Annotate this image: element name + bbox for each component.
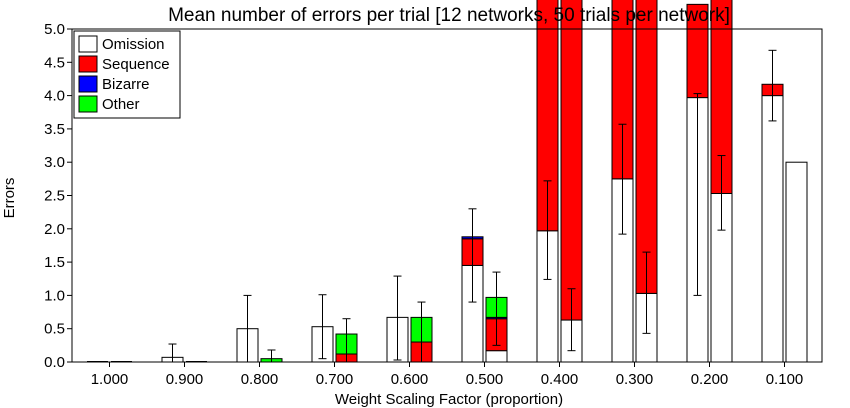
x-tick-label-0.200: 0.200 [691, 371, 729, 388]
y-tick-label-0.5: 0.5 [44, 321, 65, 338]
legend: Omission Sequence Bizarre Other [73, 30, 181, 119]
y-tick-label-5.0: 5.0 [44, 21, 65, 38]
error-bar-right-0.300 [642, 251, 651, 334]
bar-segment-omission-right-0.100 [785, 161, 808, 363]
legend-swatch-sequence [78, 55, 98, 73]
bar-segment-sequence-right-0.300 [635, 0, 658, 294]
y-tick-label-1.5: 1.5 [44, 254, 65, 271]
error-bar-left-0.100 [768, 49, 777, 122]
legend-label-omission: Omission [102, 36, 165, 53]
error-bar-left-0.500 [468, 208, 477, 303]
error-bar-right-0.700 [342, 318, 351, 363]
legend-swatch-omission [78, 35, 98, 53]
x-axis: 1.000 0.900 0.800 0.700 0.600 0.500 0.400 0.300… [91, 362, 804, 388]
bars-layer [87, 0, 808, 363]
error-bar-right-0.200 [717, 155, 726, 231]
legend-label-sequence: Sequence [102, 56, 170, 73]
x-tick-label-0.600: 0.600 [391, 371, 429, 388]
legend-label-other: Other [102, 96, 140, 113]
chart-title: Mean number of errors per trial [12 netw… [168, 5, 730, 26]
bar-segment-omission-left-0.100 [761, 95, 784, 363]
y-axis: 0.0 0.5 1.0 1.5 2.0 2.5 3.0 3.5 4.0 4.5 5.0 [44, 21, 72, 371]
y-tick-label-2.0: 2.0 [44, 221, 65, 238]
x-tick-label-0.900: 0.900 [166, 371, 204, 388]
error-bar-left-0.200 [693, 93, 702, 296]
error-bar-right-0.400 [567, 288, 576, 352]
error-bar-right-0.600 [417, 301, 426, 363]
x-tick-label-0.300: 0.300 [616, 371, 654, 388]
error-bar-left-0.700 [318, 294, 327, 360]
error-bar-left-0.600 [393, 275, 402, 361]
y-axis-label: Errors [1, 178, 18, 219]
error-bar-left-0.400 [543, 180, 552, 280]
plot-frame [71, 28, 823, 363]
y-tick-label-1.0: 1.0 [44, 287, 65, 304]
legend-swatch-bizarre [78, 75, 98, 93]
x-tick-label-0.100: 0.100 [766, 371, 804, 388]
error-bar-left-0.900 [168, 343, 177, 363]
x-tick-label-1.000: 1.000 [91, 371, 129, 388]
y-tick-label-0.0: 0.0 [44, 354, 65, 371]
legend-label-bizarre: Bizarre [102, 76, 150, 93]
legend-swatch-other [78, 95, 98, 113]
y-tick-label-2.5: 2.5 [44, 188, 65, 205]
error-bar-left-0.300 [618, 123, 627, 235]
error-bars-layer [168, 49, 777, 363]
error-bar-left-0.800 [243, 294, 252, 363]
x-tick-label-0.700: 0.700 [316, 371, 354, 388]
y-tick-label-3.0: 3.0 [44, 154, 65, 171]
x-axis-label: Weight Scaling Factor (proportion) [335, 391, 563, 408]
x-tick-label-0.500: 0.500 [466, 371, 504, 388]
y-tick-label-4.0: 4.0 [44, 88, 65, 105]
bar-segment-sequence-right-0.400 [560, 0, 583, 321]
bar-segment-omission-right-0.500 [485, 350, 508, 363]
error-bar-right-0.500 [492, 271, 501, 346]
x-tick-label-0.800: 0.800 [241, 371, 279, 388]
y-tick-label-3.5: 3.5 [44, 121, 65, 138]
y-tick-label-4.5: 4.5 [44, 54, 65, 71]
error-bar-right-0.800 [267, 349, 276, 363]
x-tick-label-0.400: 0.400 [541, 371, 579, 388]
